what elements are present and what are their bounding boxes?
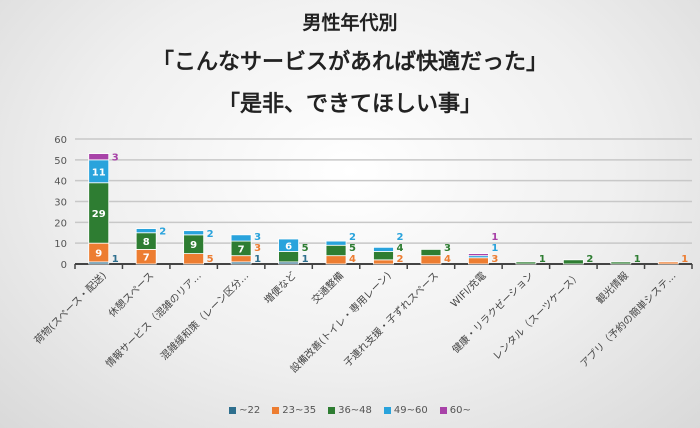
- bar-segment: [183, 230, 205, 236]
- x-tick-label: 交通整備: [309, 269, 346, 306]
- x-tick-label: 情報サービス（混雑のリア…: [103, 269, 204, 370]
- bar-segment: [373, 251, 394, 261]
- x-tick-label: 混雑緩和策（レーン区分…: [158, 269, 252, 363]
- data-label: 8: [143, 237, 150, 248]
- y-tick-label: 20: [54, 218, 67, 229]
- data-label: 9: [95, 249, 102, 260]
- data-label: 1: [112, 254, 119, 265]
- data-label: 1: [491, 232, 498, 243]
- legend-item: 60~: [439, 405, 471, 416]
- x-tick-label: 設備改善(トイレ・専用レーン): [287, 269, 393, 375]
- legend-item: 36~48: [328, 405, 372, 416]
- data-label: 5: [207, 254, 214, 265]
- data-label: 2: [159, 227, 166, 238]
- bar-segment: [373, 259, 394, 265]
- chart-title-line-2: 「こんなサービスがあれば快適だった」: [151, 50, 548, 75]
- data-label: 7: [143, 253, 150, 264]
- x-tick-label: WIFI/充電: [448, 269, 489, 310]
- legend-swatch: [229, 407, 237, 414]
- chart-title-line-3: 「是非、できてほしい事」: [217, 92, 482, 117]
- data-label: 2: [207, 229, 214, 240]
- x-tick-label: 増便など: [261, 269, 298, 306]
- x-tick-label: アプリ（予約の簡単システ…: [577, 269, 678, 370]
- data-label: 3: [444, 243, 451, 254]
- bar-segment: [230, 255, 252, 263]
- y-tick-label: 50: [54, 156, 67, 167]
- bar-segment: [468, 257, 489, 265]
- data-label: 3: [491, 254, 498, 265]
- data-label: 11: [92, 167, 106, 178]
- legend-label: 23~35: [282, 405, 317, 416]
- y-tick-label: 10: [54, 239, 67, 250]
- legend-item: 23~35: [272, 405, 316, 416]
- bar-segment: [88, 153, 110, 161]
- chart-title-line-1: 男性年代別: [302, 12, 398, 34]
- x-tick-label: 休憩スペース: [106, 269, 157, 320]
- bar-segment: [420, 249, 442, 257]
- data-label: 4: [349, 254, 356, 265]
- data-label: 9: [190, 240, 197, 251]
- x-tick-label: 子連れ支援・子ずれスペース: [341, 269, 441, 369]
- data-label: 2: [397, 254, 404, 265]
- legend-item: 49~60: [383, 405, 428, 416]
- data-label: 1: [634, 254, 641, 265]
- bar-segment: [183, 253, 205, 265]
- x-tick-label: レンタル（スーツケース）: [491, 270, 584, 363]
- y-tick-label: 30: [54, 198, 67, 209]
- bar-segment: [278, 238, 299, 252]
- bar-segment: [325, 240, 347, 246]
- bar-segment: [325, 255, 347, 265]
- bar-segment: [420, 255, 442, 265]
- legend: ~22 23~35 36~48 49~60 60~: [0, 405, 700, 416]
- bar-segment: [515, 261, 537, 265]
- data-label: 3: [254, 243, 261, 254]
- y-tick-label: 40: [54, 177, 67, 188]
- data-label: 2: [397, 232, 404, 243]
- legend-label: ~22: [239, 405, 261, 416]
- legend-swatch: [272, 407, 280, 414]
- data-label: 1: [491, 243, 498, 254]
- x-tick-label: 観光情報: [593, 269, 630, 306]
- legend-item: ~22: [229, 405, 260, 416]
- y-tick-label: 0: [61, 260, 67, 271]
- data-label: 2: [586, 254, 593, 265]
- legend-swatch: [383, 407, 391, 414]
- x-tick-label: 荷物(スペース・配送): [31, 269, 109, 347]
- data-label: 5: [349, 243, 356, 254]
- data-label: 1: [681, 254, 688, 265]
- bar-segment: [657, 261, 679, 265]
- bar-segment: [373, 246, 394, 252]
- bar-segment: [230, 234, 252, 242]
- data-label: 1: [254, 254, 261, 265]
- data-label: 6: [285, 241, 292, 252]
- data-label: 1: [539, 254, 546, 265]
- legend-label: 60~: [449, 405, 471, 416]
- data-label: 4: [444, 254, 451, 265]
- legend-swatch: [328, 407, 336, 414]
- y-tick-label: 60: [54, 135, 67, 146]
- bar-segment: [468, 253, 489, 257]
- data-label: 3: [112, 153, 119, 164]
- data-label: 1: [302, 254, 309, 265]
- bar-segment: [135, 228, 157, 234]
- data-label: 2: [349, 232, 356, 243]
- bar-segment: [278, 251, 299, 263]
- data-label: 3: [254, 232, 261, 243]
- data-label: 4: [397, 243, 404, 254]
- data-label: 7: [238, 244, 245, 255]
- bar-segment: [562, 259, 584, 265]
- x-tick-label: 健康・リラクゼーション: [449, 269, 536, 356]
- legend-label: 49~60: [393, 405, 428, 416]
- data-label: 5: [302, 243, 309, 254]
- data-label: 29: [92, 209, 106, 220]
- legend-label: 36~48: [338, 405, 372, 416]
- bar-segment: [610, 261, 632, 265]
- bar-segment: [325, 244, 347, 257]
- legend-swatch: [439, 407, 447, 414]
